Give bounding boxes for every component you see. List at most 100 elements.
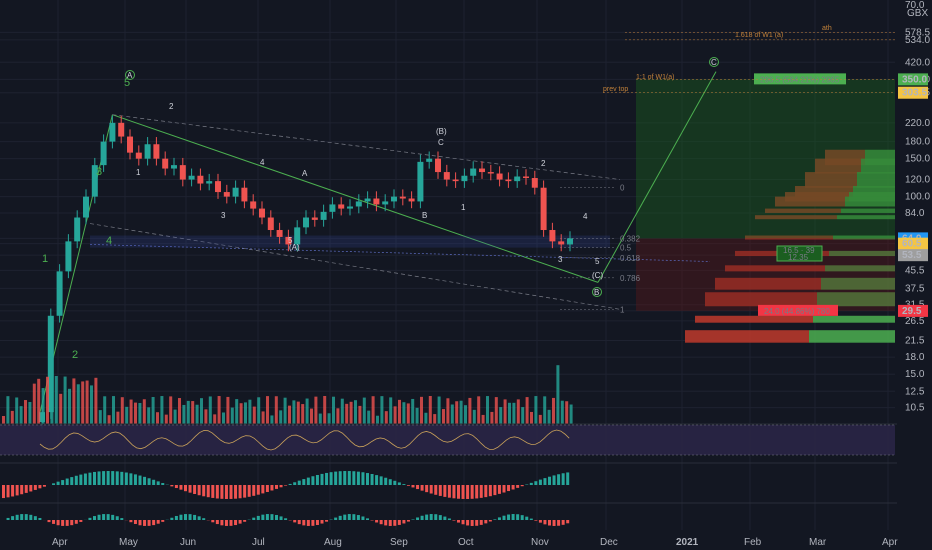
macd-bar (507, 485, 511, 492)
wave-label-minor: C (438, 138, 444, 147)
volume-profile-buy (813, 315, 895, 323)
macd-bar (247, 485, 251, 497)
volume-bar (94, 377, 98, 424)
macd-bar (293, 482, 297, 485)
osc-bar (356, 515, 360, 520)
osc-bar (470, 520, 474, 526)
volume-bar (362, 397, 366, 424)
volume-bar (398, 399, 401, 424)
macd-bar (425, 485, 429, 493)
projection-line (597, 71, 717, 283)
volume-profile-buy (825, 265, 895, 272)
macd-bar (120, 471, 124, 485)
macd-bar (329, 472, 333, 485)
volume-bar (230, 407, 234, 424)
osc-bar (379, 520, 383, 525)
candle-body (364, 198, 371, 202)
osc-bar (457, 520, 460, 523)
macd-bar (297, 480, 301, 485)
position-box (776, 245, 823, 262)
volume-bar (538, 414, 542, 424)
candle-body (303, 217, 309, 228)
osc-bar (284, 518, 288, 520)
volume-bar (107, 415, 111, 424)
volume-bar (15, 397, 19, 424)
volume-bar (424, 412, 428, 424)
osc-bar (120, 518, 124, 520)
short-box-label: 24.0 (44.86%) 780 (764, 307, 830, 316)
osc-bar (238, 520, 242, 524)
wave-label-minor: 2 (541, 159, 546, 168)
volume-bar (318, 413, 322, 424)
long-box-label-bg (754, 73, 846, 85)
volume-bar (327, 413, 331, 424)
volume-bar (420, 396, 423, 424)
volume-bar (512, 402, 516, 424)
time-axis-label: Apr (882, 537, 898, 548)
osc-bar (197, 516, 201, 520)
trade-boxes[interactable]: 296.5 (564.21%) 2965 24.0 (44.86%) 780 16.… (636, 73, 895, 316)
osc-bar (61, 520, 65, 526)
wave-label-minor: 4 (260, 158, 265, 167)
macd-bar (174, 485, 178, 489)
osc-bar (275, 514, 278, 520)
osc-bar (411, 519, 415, 520)
time-axis-label: Aug (324, 537, 342, 548)
candle-body (373, 198, 380, 205)
osc-bar (488, 520, 492, 522)
volume-bar (182, 404, 186, 424)
macd-bar (88, 472, 92, 485)
macd-bar (265, 485, 269, 492)
macd-bar (338, 471, 342, 485)
time-axis[interactable]: Apr May Jun Jul Aug Sep Oct Nov Dec 2021 Feb Mar Apr (52, 537, 898, 548)
volume-bar (402, 402, 406, 424)
candle-body (162, 158, 169, 169)
volume-bar (50, 393, 54, 424)
channel-upper (112, 114, 621, 180)
osc-bar (215, 520, 219, 525)
volume-bar (472, 409, 476, 424)
osc-bar (320, 520, 324, 524)
candle-body (443, 172, 450, 180)
volume-bar (270, 415, 274, 424)
candle-body (505, 179, 512, 182)
volume-bar (336, 408, 340, 424)
volume-bar (46, 376, 49, 424)
macd-pane[interactable]: 0.0-10.0 (2, 471, 925, 504)
candle-body (100, 141, 107, 166)
volume-bar (450, 404, 454, 424)
osc-bar (384, 520, 388, 526)
osc-bar (493, 519, 497, 520)
candle-body (188, 175, 195, 180)
wave-label-circled: B (594, 288, 599, 297)
macd-bar (447, 485, 451, 498)
candle-body (74, 217, 81, 242)
osc-bar (361, 516, 365, 520)
candle-body (83, 196, 89, 218)
candle-body (391, 196, 397, 202)
wave-label-green: 2 (72, 349, 78, 361)
osc-bar (543, 520, 547, 525)
osc-bar (552, 520, 556, 526)
volume-bar (468, 397, 472, 424)
volume-bar (552, 397, 555, 424)
macd-bar (288, 483, 292, 485)
osc-bar (184, 514, 187, 520)
osc-bar (475, 520, 479, 526)
osc-bar (402, 520, 406, 524)
candle-body (232, 187, 239, 197)
osc-bar (306, 520, 310, 526)
volume-bar (459, 400, 463, 424)
macd-bar (202, 485, 206, 497)
volume-bar (252, 406, 256, 424)
osc-bar (52, 520, 56, 524)
macd-bar (397, 482, 401, 485)
rsi-line (39, 429, 570, 451)
candle-body (109, 122, 116, 142)
macd-bar (234, 485, 238, 499)
volume-bar (569, 404, 573, 424)
volume-profile (685, 149, 895, 343)
